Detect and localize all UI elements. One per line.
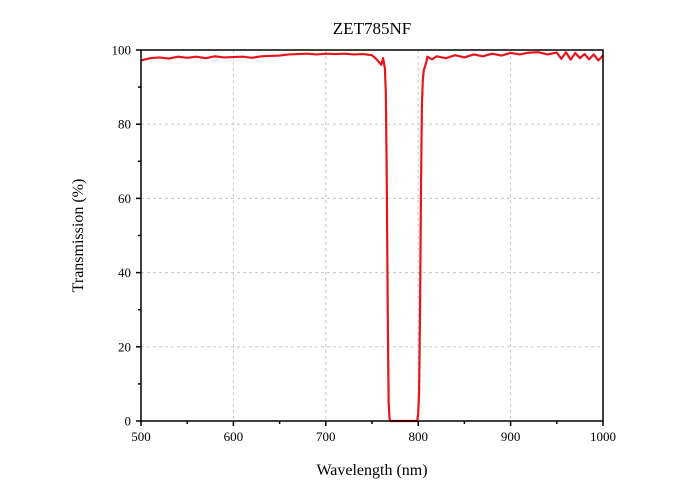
- x-axis-label: Wavelength (nm): [316, 462, 427, 479]
- grid: [141, 50, 603, 421]
- y-tick-label: 80: [118, 117, 131, 132]
- x-tick-label: 1000: [590, 429, 616, 444]
- chart-title: ZET785NF: [333, 19, 411, 38]
- x-tick-label: 600: [224, 429, 244, 444]
- axis-ticks: 500 600 700 800 900 1000 0 20 40 60 80 100: [112, 43, 617, 445]
- y-tick-label: 100: [112, 43, 132, 58]
- y-axis-label: Transmission (%): [70, 179, 87, 293]
- y-tick-label: 0: [125, 414, 132, 429]
- series-layer: [140, 51, 604, 423]
- x-tick-label: 800: [408, 429, 428, 444]
- x-tick-label: 500: [131, 429, 151, 444]
- series-line: [140, 51, 604, 423]
- plot-frame: [140, 49, 604, 422]
- y-tick-label: 20: [118, 339, 131, 354]
- y-tick-label: 60: [118, 191, 131, 206]
- x-tick-label: 700: [316, 429, 336, 444]
- x-tick-label: 900: [501, 429, 521, 444]
- y-tick-label: 40: [118, 265, 131, 280]
